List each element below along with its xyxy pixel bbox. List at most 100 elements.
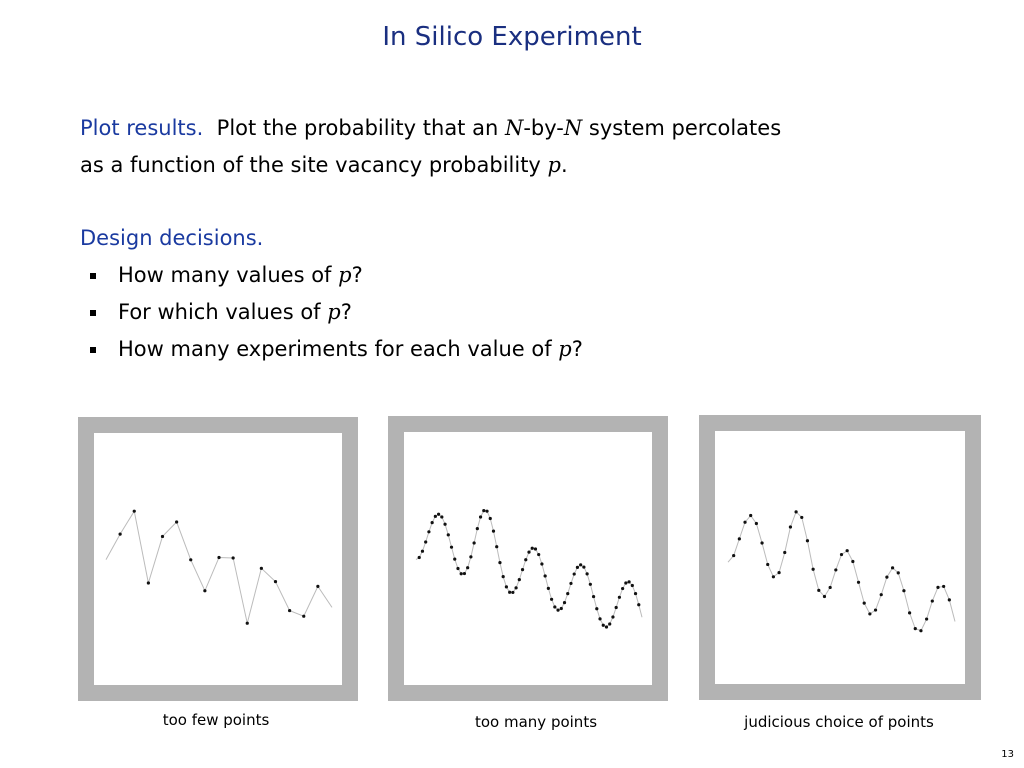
sample-dot [595,607,599,611]
sample-dot [559,606,563,611]
sample-dot [475,527,479,531]
sample-dot [316,584,320,589]
sample-dot [942,584,946,589]
caption: judicious choice of points [744,713,934,731]
sample-dot [737,537,741,541]
text: For which values of [118,300,328,324]
sample-dot [550,597,554,601]
var: p [558,337,572,361]
sample-dot [805,539,810,543]
sample-dot [443,522,447,526]
sample-dot [845,549,849,553]
sample-dot [879,593,883,597]
sample-dot [862,601,866,605]
sample-dot [175,520,179,524]
text: . [561,153,568,177]
sample-dot [543,574,547,578]
sample-dot [537,552,541,557]
sample-dot [527,550,531,554]
sample-dot [839,552,844,557]
slide-title: In Silico Experiment [382,22,642,52]
sample-dot [498,561,502,565]
heading: Design decisions. [80,226,264,250]
sample-dot [118,532,122,536]
sample-dot [788,525,793,529]
sample-dot [466,566,470,570]
sample-dot [582,565,586,569]
heading: Plot results. [80,116,204,140]
sample-dot [273,580,278,584]
sample-dot [417,555,421,560]
sample-dot [245,621,249,625]
sample-dot [633,591,638,596]
sample-dot [302,614,306,618]
text: system percolates [582,116,782,140]
sample-dot [508,590,512,594]
sample-dot [146,581,150,585]
sample-dot [569,581,573,586]
sample-dot [794,510,798,514]
bullet-list: How many values of p? For which values o… [80,257,583,368]
sample-dot [501,575,505,579]
sample-dot [908,611,912,615]
paragraph: Plot results. Plot the probability that … [80,110,781,184]
sample-dot [766,562,770,567]
sample-dot [624,581,628,585]
sample-dot [424,540,428,544]
sample-dot [627,580,631,584]
sample-dot [919,629,923,633]
sample-dot [491,529,496,533]
text: ? [571,337,583,361]
sample-dot [469,555,473,559]
sample-dot [472,541,476,545]
sample-dot [132,509,136,513]
sample-dot [427,530,431,534]
sample-dot [868,612,872,616]
caption: too few points [162,711,270,729]
sample-dot [449,545,454,549]
sample-dot [488,516,492,521]
sample-dot [478,515,483,519]
sample-dot [259,566,263,570]
sample-dot [520,568,525,572]
sample-dot [217,555,221,560]
sample-dot [203,589,207,593]
panel-inner [404,432,652,685]
bullet: How many experiments for each value of p… [80,331,583,368]
var: N [504,116,524,140]
sample-dot [925,617,929,621]
sample-dot [495,545,499,549]
sample-dot [817,588,821,592]
bullet: For which values of p? [80,294,583,331]
var: N [563,116,583,140]
sample-dot [896,571,900,575]
sample-dot [822,594,827,599]
sample-dot [540,562,544,566]
sample-dot [760,541,764,545]
sample-dot [430,521,434,525]
sample-dot [749,513,753,518]
sample-dot [420,549,425,553]
sample-dot [446,533,450,537]
sample-dot [851,559,855,564]
sample-dot [440,515,444,519]
sample-dot [732,553,736,558]
sample-dot [453,557,457,561]
sample-dot [514,586,518,590]
sample-dot [873,608,878,612]
sample-dot [617,595,622,599]
sample-dot [902,589,906,593]
sample-dot [456,566,460,571]
sample-dot [743,520,747,524]
sample-dot [811,567,815,571]
text: Plot the probability that an [216,116,505,140]
text: ? [351,263,363,287]
sample-dot [856,580,861,584]
var: p [547,153,561,177]
sample-dot [834,568,838,572]
sample-dot [459,572,463,576]
sample-dot [588,582,592,586]
sample-dot [777,571,781,575]
